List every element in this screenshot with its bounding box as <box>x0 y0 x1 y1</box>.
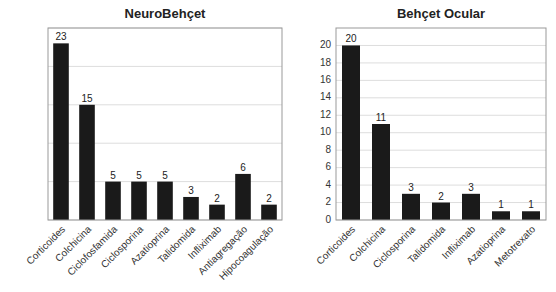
bar <box>209 205 225 220</box>
data-label: 23 <box>55 31 67 42</box>
data-label: 3 <box>468 182 474 193</box>
bar <box>131 182 147 220</box>
data-label: 3 <box>408 182 414 193</box>
y-tick-label: 6 <box>325 161 331 172</box>
x-tick-label: Talidomida <box>406 223 448 265</box>
y-tick-label: 4 <box>325 179 331 190</box>
plot-frame <box>48 28 282 220</box>
grid-line <box>336 132 546 133</box>
y-tick-label: 14 <box>320 91 332 102</box>
grid-line <box>48 66 282 67</box>
data-label: 3 <box>188 185 194 196</box>
data-label: 11 <box>376 112 387 123</box>
plot-area <box>48 28 282 220</box>
bar <box>492 211 510 220</box>
grid-line <box>336 185 546 186</box>
grid-line <box>336 167 546 168</box>
x-tick-label: Metotrexato <box>492 223 537 268</box>
bar <box>261 205 277 220</box>
chart-root: 23155553262CorticoidesColchicinaCiclofos… <box>0 0 556 292</box>
chart-svg: 23155553262CorticoidesColchicinaCiclofos… <box>0 0 556 292</box>
data-label: 1 <box>498 199 504 210</box>
bar <box>157 182 173 220</box>
bar <box>235 174 251 220</box>
data-label: 6 <box>240 162 246 173</box>
x-tick-label: Hipocoagulação <box>217 223 276 282</box>
data-label: 5 <box>136 170 142 181</box>
grid-line <box>336 45 546 46</box>
bar <box>183 197 199 220</box>
bars <box>342 45 540 220</box>
grid-line <box>336 62 546 63</box>
y-tick-label: 12 <box>320 109 332 120</box>
data-label: 2 <box>266 193 272 204</box>
data-label: 1 <box>528 199 534 210</box>
plot-area <box>336 28 546 220</box>
data-label: 2 <box>214 193 220 204</box>
y-tick-label: 16 <box>320 74 332 85</box>
data-label: 5 <box>162 170 168 181</box>
grid-line <box>336 150 546 151</box>
bar <box>432 203 450 220</box>
y-tick-label: 18 <box>320 57 332 68</box>
bars <box>53 43 277 220</box>
bar <box>53 43 69 220</box>
bar <box>79 105 95 220</box>
bar <box>342 45 360 220</box>
y-tick-label: 20 <box>320 39 332 50</box>
grid-line <box>336 115 546 116</box>
data-label: 2 <box>438 191 444 202</box>
data-label: 20 <box>345 33 357 44</box>
bar <box>105 182 121 220</box>
y-tick-label: 10 <box>320 126 332 137</box>
bar <box>462 194 480 220</box>
bar <box>522 211 540 220</box>
grid-line <box>336 97 546 98</box>
chart-title: Behçet Ocular <box>397 6 485 21</box>
y-tick-label: 8 <box>325 144 331 155</box>
chart-title: NeuroBehçet <box>125 6 207 21</box>
y-tick-label: 0 <box>325 214 331 225</box>
panel: 02468101214161820201132311CorticoidesCol… <box>314 6 546 270</box>
panel: 23155553262CorticoidesColchicinaCiclofos… <box>24 6 282 282</box>
plot-frame <box>336 28 546 220</box>
bar <box>372 124 390 220</box>
grid-line <box>336 80 546 81</box>
data-label: 5 <box>110 170 116 181</box>
data-label: 15 <box>81 93 93 104</box>
bar <box>402 194 420 220</box>
y-tick-label: 2 <box>325 196 331 207</box>
